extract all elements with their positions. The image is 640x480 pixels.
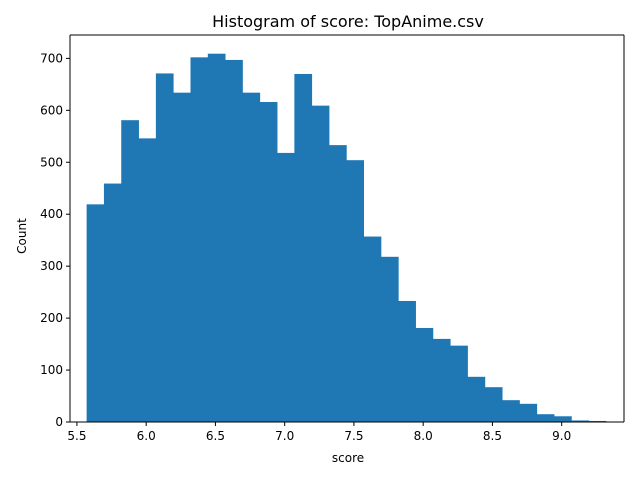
histogram-bar: [484, 387, 503, 422]
histogram-bar: [190, 57, 209, 423]
x-tick-label: 6.5: [206, 429, 225, 443]
axes-group: [69, 34, 625, 423]
histogram-bar: [554, 416, 572, 422]
x-tick-label: 8.0: [414, 429, 433, 443]
histogram-bar: [103, 183, 122, 422]
histogram-bar: [277, 152, 295, 423]
y-tick-label: 200: [40, 311, 63, 325]
histogram-bar: [502, 400, 520, 422]
y-tick-label: 0: [55, 415, 63, 429]
bars-group: [86, 53, 607, 423]
histogram-bar: [294, 73, 313, 423]
histogram-bar: [571, 420, 590, 422]
histogram-bar: [380, 256, 399, 422]
histogram-bar: [346, 160, 365, 422]
histogram-bar: [138, 138, 157, 422]
chart-title: Histogram of score: TopAnime.csv: [212, 12, 484, 31]
histogram-bar: [588, 420, 607, 422]
histogram-bar: [207, 53, 226, 422]
histogram-bar: [450, 345, 468, 422]
y-axis-label: Count: [15, 218, 29, 254]
histogram-bar: [311, 105, 330, 423]
histogram-bar: [467, 376, 486, 422]
histogram-bar: [242, 92, 261, 422]
histogram-bar: [86, 204, 105, 422]
x-tick-label: 5.5: [67, 429, 86, 443]
histogram-bar: [259, 102, 278, 422]
histogram-bar: [398, 300, 416, 422]
x-tick-label: 6.0: [137, 429, 156, 443]
y-tick-label: 500: [40, 155, 63, 169]
y-tick-label: 400: [40, 207, 63, 221]
histogram-bar: [155, 73, 174, 422]
x-tick-label: 9.0: [552, 429, 571, 443]
x-tick-label: 7.0: [275, 429, 294, 443]
y-tick-label: 300: [40, 259, 63, 273]
ticks-group: 5.5 6.0 6.5 7.0 7.5 8.0 8.5 9.0 0 100 200 300 400 500…: [40, 51, 571, 443]
histogram-bar: [225, 59, 243, 423]
x-tick-label: 7.5: [344, 429, 363, 443]
histogram-bar: [121, 120, 139, 422]
histogram-bar: [363, 236, 382, 422]
histogram-bar: [415, 327, 434, 422]
y-tick-label: 600: [40, 103, 63, 117]
x-tick-label: 8.5: [483, 429, 502, 443]
y-tick-label: 100: [40, 363, 63, 377]
histogram-bar: [519, 403, 538, 422]
histogram-bar: [536, 414, 555, 422]
histogram-bar: [173, 92, 191, 422]
histogram-bar: [329, 145, 347, 422]
x-axis-label: score: [332, 451, 364, 465]
histogram-bar: [432, 338, 451, 422]
y-tick-label: 700: [40, 51, 63, 65]
